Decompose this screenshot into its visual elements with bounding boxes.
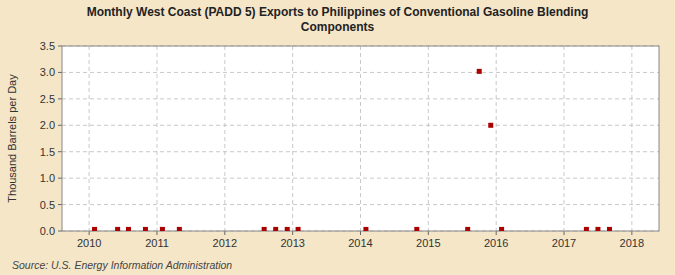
point bbox=[584, 227, 589, 231]
y-tick-label: 3.0 bbox=[40, 66, 55, 78]
axes: 2010 2011 2012 2013 2014 2015 2016 2017 2018 0.0 0… bbox=[40, 40, 644, 249]
point bbox=[465, 227, 470, 231]
x-tick-label: 2014 bbox=[348, 237, 372, 249]
point bbox=[285, 227, 290, 231]
x-tick-label: 2015 bbox=[416, 237, 440, 249]
y-tick bbox=[58, 72, 62, 73]
x-tick-label: 2013 bbox=[280, 237, 304, 249]
y-tick-label: 0.5 bbox=[40, 199, 55, 211]
x-tick bbox=[292, 231, 293, 235]
x-tick-label: 2017 bbox=[552, 237, 576, 249]
x-grid-line bbox=[564, 46, 565, 231]
point bbox=[414, 227, 419, 231]
point bbox=[177, 227, 182, 231]
point bbox=[595, 227, 600, 231]
x-grid-line bbox=[631, 46, 632, 231]
y-tick bbox=[58, 151, 62, 152]
point bbox=[92, 227, 97, 231]
y-tick bbox=[58, 46, 62, 47]
x-grid-line bbox=[156, 46, 157, 231]
y-grid-line bbox=[62, 125, 659, 126]
x-tick-label: 2010 bbox=[77, 237, 101, 249]
x-tick bbox=[360, 231, 361, 235]
point bbox=[160, 227, 165, 231]
y-tick-label: 1.5 bbox=[40, 146, 55, 158]
y-grid-line bbox=[62, 204, 659, 205]
plot-background bbox=[62, 46, 659, 231]
x-tick-label: 2011 bbox=[145, 237, 169, 249]
point bbox=[262, 227, 267, 231]
chart-svg: 2010 2011 2012 2013 2014 2015 2016 2017 2018 0.0 0… bbox=[0, 0, 675, 275]
background bbox=[0, 0, 675, 275]
x-tick bbox=[428, 231, 429, 235]
x-tick bbox=[156, 231, 157, 235]
title-line: Monthly West Coast (PADD 5) Exports to P… bbox=[87, 5, 589, 19]
x-tick bbox=[224, 231, 225, 235]
y-tick-label: 1.0 bbox=[40, 172, 55, 184]
x-tick bbox=[631, 231, 632, 235]
point bbox=[126, 227, 131, 231]
y-grid-line bbox=[62, 72, 659, 73]
x-grid-line bbox=[428, 46, 429, 231]
y-tick-label: 3.5 bbox=[40, 40, 55, 52]
y-grid-line bbox=[62, 98, 659, 99]
x-tick-label: 2018 bbox=[620, 237, 644, 249]
x-grid-line bbox=[89, 46, 90, 231]
title-line: Components bbox=[301, 20, 375, 34]
y-tick-label: 2.0 bbox=[40, 119, 55, 131]
title: Monthly West Coast (PADD 5) Exports to P… bbox=[87, 5, 589, 34]
point bbox=[499, 227, 504, 231]
point bbox=[273, 227, 278, 231]
grid bbox=[62, 46, 659, 231]
y-tick bbox=[58, 231, 62, 232]
point bbox=[488, 123, 493, 128]
y-tick bbox=[58, 204, 62, 205]
point bbox=[115, 227, 120, 231]
x-tick bbox=[496, 231, 497, 235]
y-tick bbox=[58, 178, 62, 179]
y-tick bbox=[58, 98, 62, 99]
point bbox=[296, 227, 301, 231]
y-grid-line bbox=[62, 151, 659, 152]
y-tick-label: 2.5 bbox=[40, 93, 55, 105]
x-tick-label: 2016 bbox=[484, 237, 508, 249]
y-tick bbox=[58, 125, 62, 126]
x-tick bbox=[564, 231, 565, 235]
y-grid-line bbox=[62, 178, 659, 179]
chart-container: 2010 2011 2012 2013 2014 2015 2016 2017 2018 0.0 0… bbox=[0, 0, 675, 275]
x-grid-line bbox=[496, 46, 497, 231]
y-axis-label: Thousand Barrels per Day bbox=[6, 74, 18, 203]
y-tick-label: 0.0 bbox=[40, 225, 55, 237]
x-grid-line bbox=[292, 46, 293, 231]
point bbox=[477, 69, 482, 74]
x-tick-label: 2012 bbox=[213, 237, 237, 249]
x-grid-line bbox=[360, 46, 361, 231]
plot-frame bbox=[62, 46, 659, 231]
x-grid-line bbox=[224, 46, 225, 231]
x-tick bbox=[89, 231, 90, 235]
source: Source: U.S. Energy Information Administ… bbox=[12, 259, 232, 271]
point bbox=[363, 227, 368, 231]
point bbox=[143, 227, 148, 231]
points bbox=[92, 69, 612, 231]
point bbox=[607, 227, 612, 231]
